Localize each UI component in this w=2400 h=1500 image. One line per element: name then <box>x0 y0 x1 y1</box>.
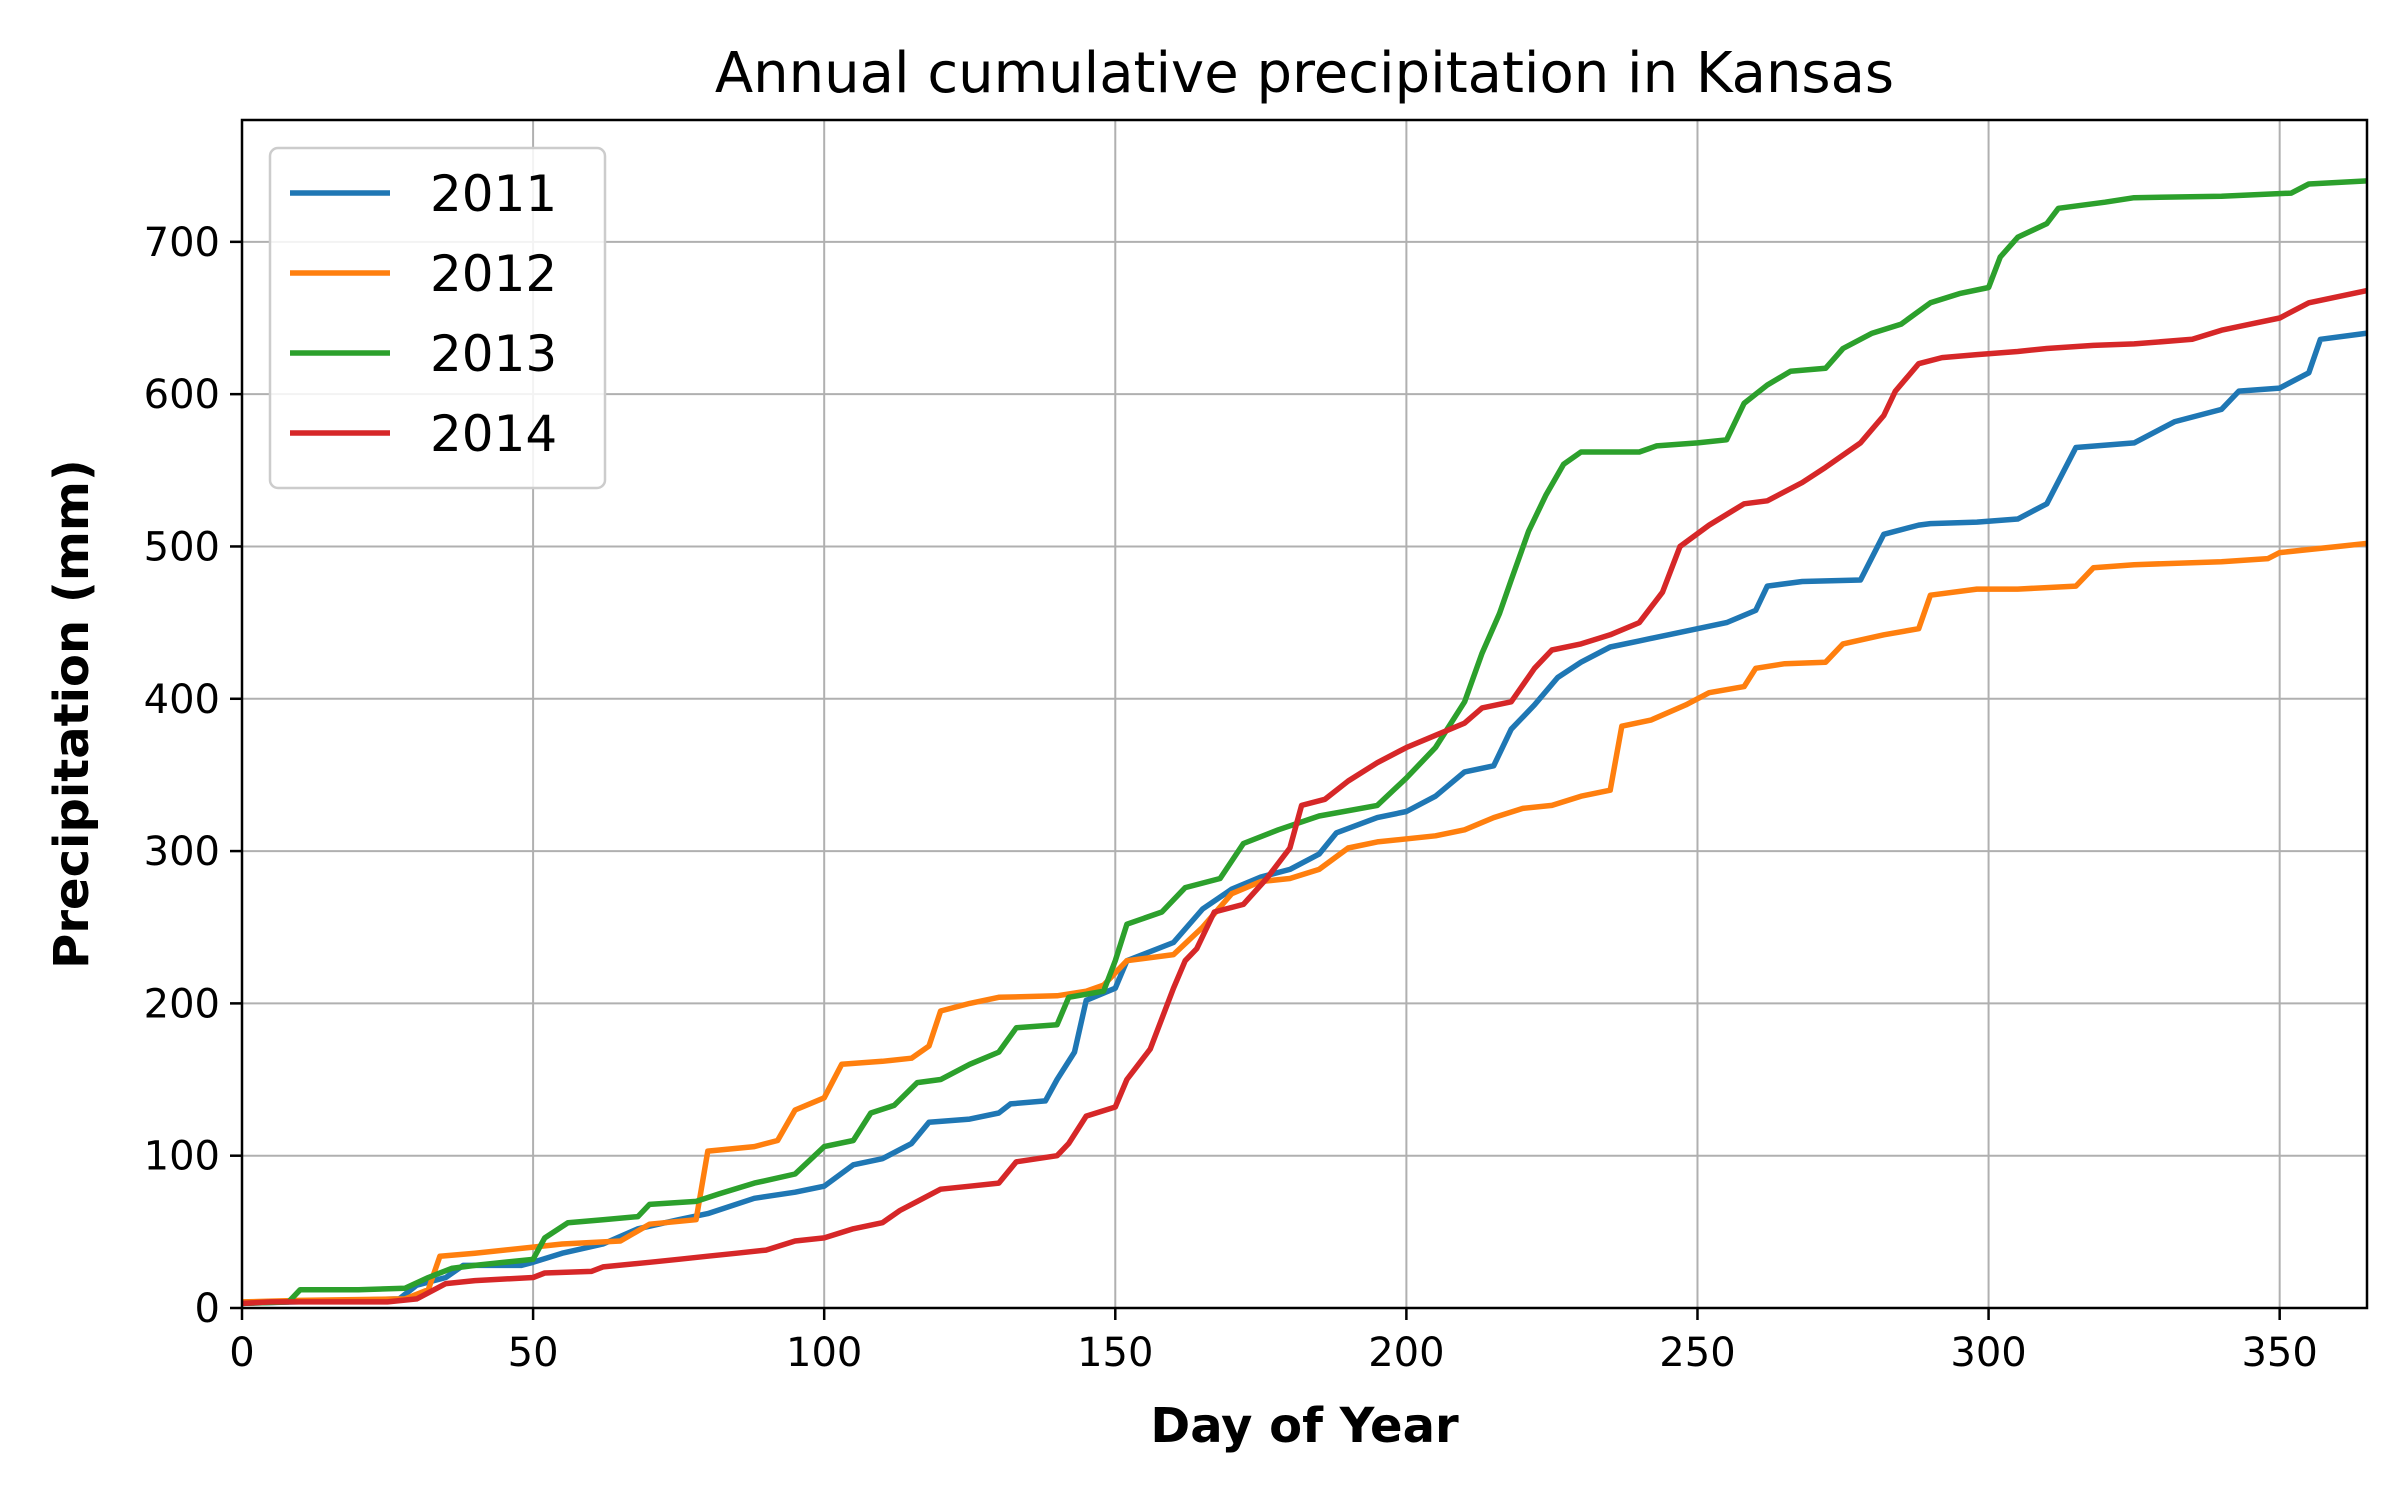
axis-ticks: 0 50 100 150 200 250 300 350 0 100 200 300 400 500 600… <box>144 220 2318 1376</box>
legend: 2011 2012 2013 2014 <box>268 146 607 490</box>
series-line-2011 <box>242 330 2367 1307</box>
y-tick-label: 700 <box>144 220 220 266</box>
y-tick-label: 300 <box>144 829 220 875</box>
legend-entry-label: 2013 <box>430 325 557 383</box>
y-tick-label: 600 <box>144 372 220 418</box>
plot-frame <box>240 118 2369 1310</box>
series-line-2013 <box>242 178 2367 1307</box>
x-tick-label: 300 <box>1950 1330 2026 1376</box>
chart-title: Annual cumulative precipitation in Kansa… <box>715 41 1894 106</box>
x-tick-label: 350 <box>2241 1330 2317 1376</box>
legend-box <box>268 146 607 490</box>
legend-entry-label: 2014 <box>430 405 557 463</box>
series-line-2014 <box>242 287 2367 1307</box>
x-tick-label: 50 <box>508 1330 559 1376</box>
y-axis-label: Precipitation (mm) <box>44 459 100 969</box>
x-tick-label: 150 <box>1077 1330 1153 1376</box>
legend-entry-label: 2012 <box>430 245 557 303</box>
y-tick-label: 500 <box>144 524 220 570</box>
x-tick-label: 250 <box>1659 1330 1735 1376</box>
y-tick-label: 400 <box>144 677 220 723</box>
legend-entry-label: 2011 <box>430 165 557 223</box>
series-line-2012 <box>242 540 2367 1305</box>
x-tick-label: 200 <box>1368 1330 1444 1376</box>
x-axis-label: Day of Year <box>1150 1398 1459 1454</box>
y-tick-label: 200 <box>144 981 220 1027</box>
data-series <box>242 178 2367 1307</box>
y-tick-label: 0 <box>195 1286 220 1332</box>
x-tick-label: 100 <box>786 1330 862 1376</box>
x-tick-label: 0 <box>229 1330 254 1376</box>
y-tick-label: 100 <box>144 1134 220 1180</box>
